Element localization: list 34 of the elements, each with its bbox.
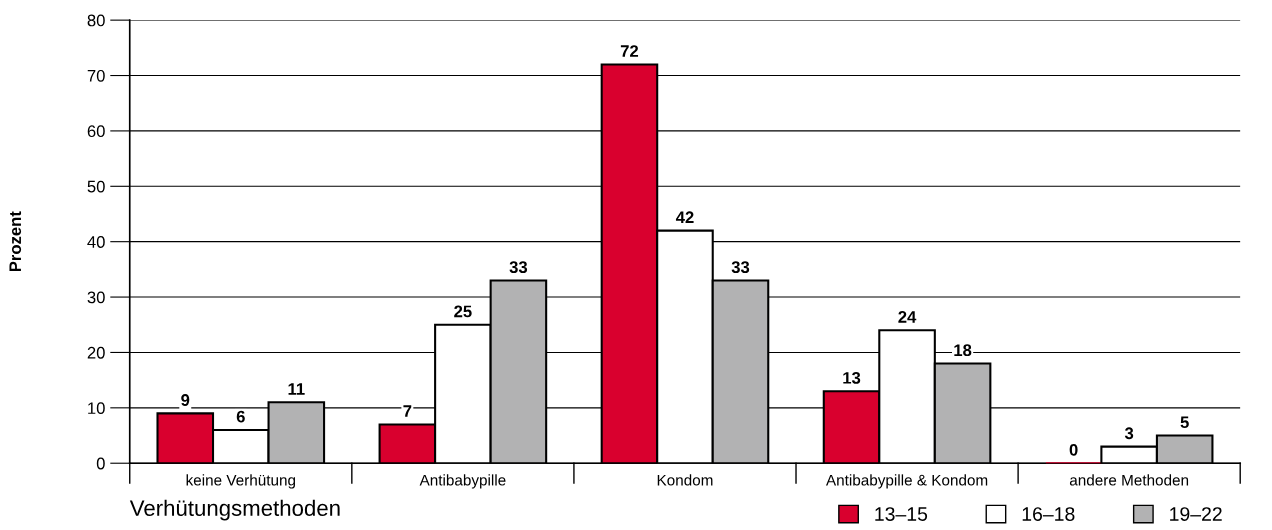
x-axis-title: Verhütungsmethoden	[129, 499, 340, 521]
x-tick-label: andere Methoden	[1069, 474, 1189, 486]
y-tick-label: 70	[87, 69, 105, 82]
y-axis-title: Prozent	[9, 211, 22, 272]
data-label: 33	[731, 261, 750, 274]
data-label: 24	[898, 311, 917, 323]
data-label: 33	[509, 261, 528, 274]
data-label: 3	[1124, 427, 1134, 440]
data-label: 18	[954, 344, 972, 357]
data-label: 72	[620, 45, 639, 57]
y-tick-label: 30	[87, 291, 105, 304]
x-tick-label: Kondom	[657, 474, 713, 486]
legend-label: 16–18	[1022, 507, 1075, 521]
data-label: 5	[1180, 416, 1189, 429]
data-label: 11	[288, 383, 305, 395]
y-tick-label: 80	[87, 14, 105, 27]
y-tick-label: 40	[87, 236, 105, 248]
x-tick-label: keine Verhütung	[186, 474, 296, 489]
data-label: 0	[1069, 443, 1078, 456]
y-tick-label: 0	[96, 457, 105, 470]
legend-label: 19–22	[1170, 507, 1222, 521]
y-tick-label: 50	[87, 180, 105, 193]
data-label: 25	[454, 305, 472, 318]
data-label: 13	[843, 371, 861, 384]
y-tick-label: 10	[88, 402, 105, 415]
y-tick-label: 60	[87, 125, 105, 138]
legend-label: 13–15	[875, 507, 928, 521]
x-tick-label: Antibabypille	[419, 474, 506, 489]
x-tick-label: Antibabypille & Kondom	[825, 474, 988, 489]
y-tick-label: 20	[87, 346, 105, 359]
data-label: 6	[236, 410, 245, 423]
data-label: 7	[403, 405, 412, 417]
data-label: 42	[675, 211, 694, 223]
data-label: 9	[181, 394, 190, 406]
